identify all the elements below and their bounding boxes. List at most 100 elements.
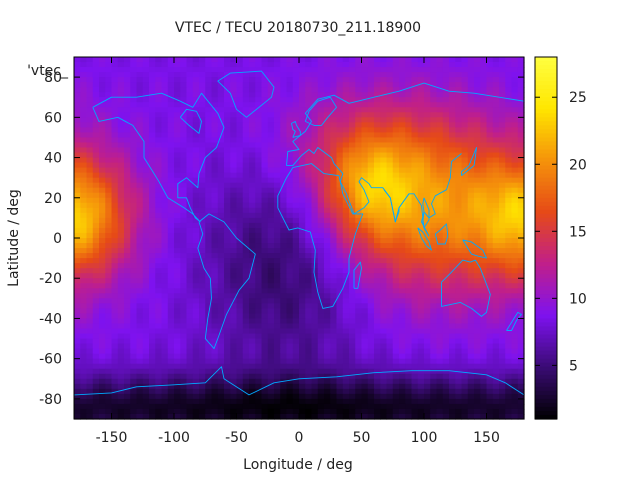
heatmap-cell (192, 67, 200, 73)
heatmap-cell (136, 147, 144, 154)
heatmap-cell (505, 92, 513, 98)
heatmap-cell (392, 97, 400, 103)
heatmap-cell (92, 343, 100, 350)
heatmap-cell (80, 77, 88, 83)
heatmap-cell (261, 253, 269, 259)
heatmap-cell (74, 383, 81, 390)
heatmap-cell (80, 333, 88, 340)
heatmap-cell (186, 112, 194, 118)
heatmap-cell (74, 182, 81, 189)
heatmap-cell (155, 57, 163, 63)
heatmap-cell (386, 82, 394, 88)
heatmap-cell (236, 378, 244, 385)
heatmap-cell (155, 127, 163, 134)
heatmap-cell (299, 273, 306, 279)
heatmap-cell (374, 132, 381, 139)
heatmap-cell (367, 92, 375, 98)
heatmap-cell (117, 117, 125, 123)
heatmap-cell (399, 248, 406, 254)
heatmap-cell (374, 197, 381, 204)
heatmap-cell (517, 147, 525, 154)
heatmap-cell (486, 197, 494, 204)
heatmap-cell (74, 363, 81, 370)
heatmap-cell (455, 278, 463, 284)
heatmap-cell (324, 238, 331, 244)
heatmap-cell (311, 187, 319, 194)
heatmap-cell (449, 393, 456, 400)
heatmap-cell (336, 107, 344, 113)
heatmap-cell (86, 288, 94, 294)
heatmap-cell (449, 57, 456, 63)
heatmap-cell (517, 248, 525, 254)
heatmap-cell (267, 142, 275, 149)
heatmap-cell (342, 167, 350, 174)
heatmap-cell (199, 122, 206, 128)
heatmap-cell (242, 127, 250, 134)
heatmap-cell (192, 157, 200, 164)
heatmap-cell (455, 172, 463, 179)
heatmap-cell (230, 152, 238, 159)
heatmap-cell (99, 102, 106, 108)
heatmap-cell (486, 353, 494, 360)
heatmap-cell (280, 388, 288, 395)
heatmap-cell (499, 157, 506, 164)
heatmap-cell (124, 97, 131, 103)
heatmap-cell (111, 258, 119, 264)
heatmap-cell (430, 77, 438, 83)
heatmap-cell (461, 368, 469, 375)
heatmap-cell (499, 197, 506, 204)
heatmap-cell (367, 343, 375, 350)
heatmap-cell (311, 107, 319, 113)
heatmap-cell (505, 253, 513, 259)
heatmap-cell (292, 172, 300, 179)
heatmap-cell (174, 268, 181, 274)
heatmap-cell (136, 258, 144, 264)
heatmap-cell (286, 147, 294, 154)
heatmap-cell (492, 368, 500, 375)
heatmap-cell (474, 278, 481, 284)
heatmap-cell (380, 202, 388, 209)
heatmap-cell (386, 343, 394, 350)
heatmap-cell (230, 157, 238, 164)
heatmap-cell (255, 112, 263, 118)
heatmap-cell (80, 102, 88, 108)
heatmap-cell (124, 217, 131, 224)
heatmap-cell (442, 293, 450, 299)
heatmap-cell (74, 403, 81, 410)
heatmap-cell (199, 167, 206, 174)
heatmap-cell (192, 127, 200, 134)
heatmap-cell (186, 308, 194, 315)
heatmap-cell (517, 207, 525, 214)
heatmap-cell (86, 122, 94, 128)
heatmap-cell (455, 212, 463, 219)
heatmap-cell (417, 298, 425, 304)
heatmap-cell (499, 368, 506, 375)
heatmap-cell (411, 288, 419, 294)
heatmap-cell (117, 82, 125, 88)
heatmap-cell (480, 157, 488, 164)
heatmap-cell (424, 112, 431, 118)
heatmap-cell (436, 258, 444, 264)
heatmap-cell (411, 222, 419, 229)
heatmap-cell (324, 273, 331, 279)
heatmap-cell (167, 232, 175, 239)
heatmap-cell (436, 238, 444, 244)
heatmap-cell (355, 57, 363, 63)
heatmap-cell (380, 373, 388, 380)
heatmap-cell (111, 298, 119, 304)
heatmap-cell (80, 127, 88, 134)
heatmap-cell (399, 227, 406, 234)
heatmap-cell (499, 142, 506, 149)
heatmap-cell (449, 67, 456, 73)
heatmap-cell (449, 278, 456, 284)
heatmap-cell (274, 353, 281, 360)
heatmap-cell (317, 202, 325, 209)
heatmap-cell (92, 303, 100, 309)
heatmap-cell (380, 343, 388, 350)
heatmap-cell (380, 192, 388, 199)
heatmap-cell (99, 97, 106, 103)
heatmap-cell (392, 263, 400, 269)
heatmap-cell (392, 212, 400, 219)
heatmap-cell (386, 107, 394, 113)
heatmap-cell (455, 142, 463, 149)
